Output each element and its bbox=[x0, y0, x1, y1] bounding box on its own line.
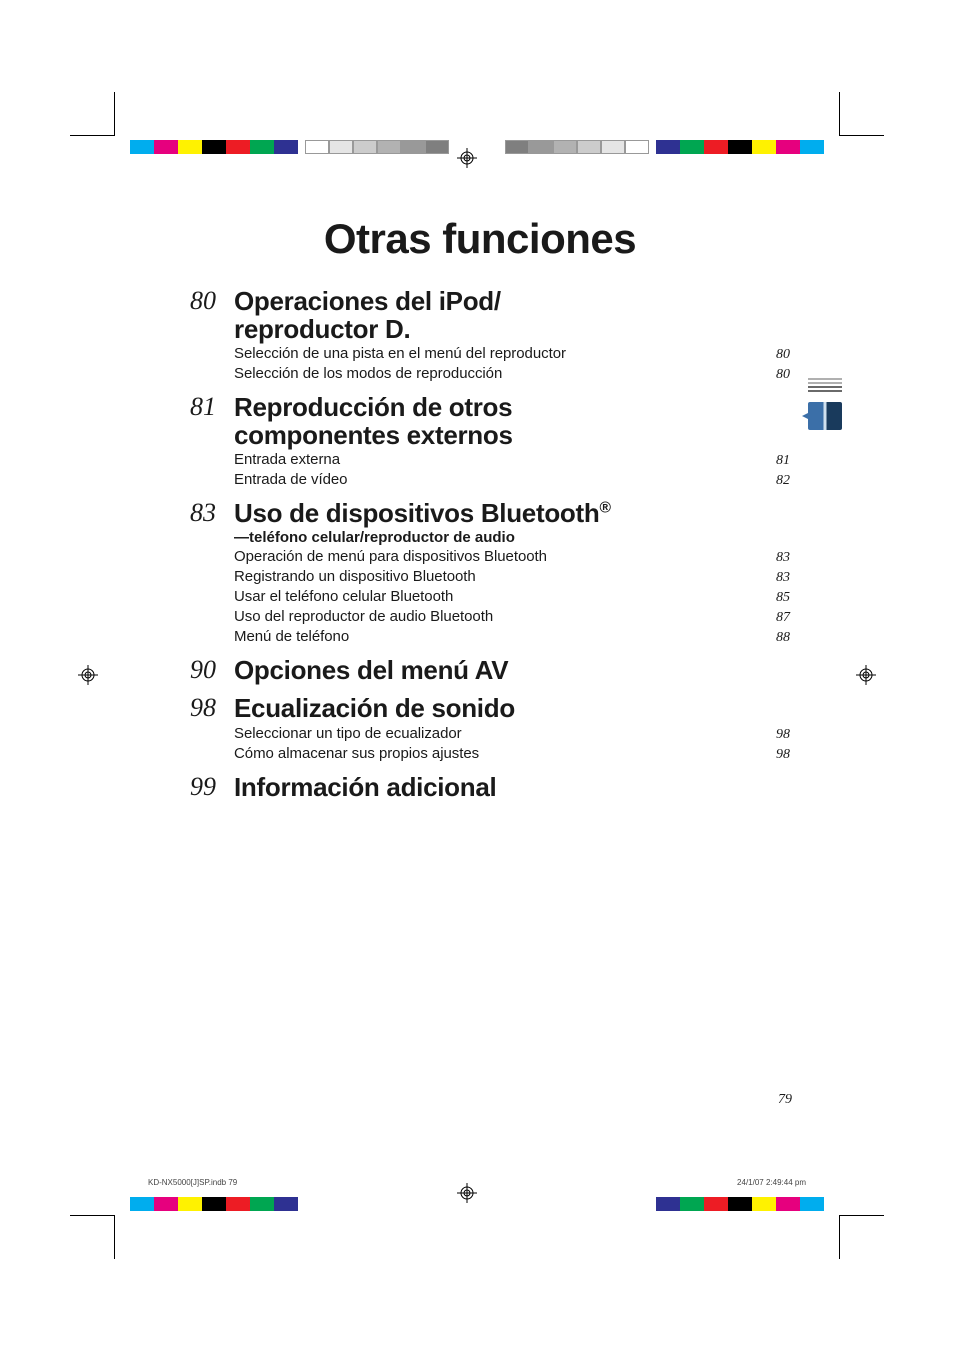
toc-entry-label: Selección de una pista en el menú del re… bbox=[234, 345, 566, 362]
color-bar bbox=[130, 140, 298, 154]
registration-mark-icon bbox=[78, 665, 98, 685]
crop-mark bbox=[839, 92, 840, 136]
toc-entry-page: 80 bbox=[764, 367, 790, 383]
toc-entry-label: Cómo almacenar sus propios ajustes bbox=[234, 745, 479, 762]
toc-entry-label: Registrando un dispositivo Bluetooth bbox=[234, 568, 476, 585]
gray-bar bbox=[505, 140, 649, 154]
section-page-number: 99 bbox=[170, 773, 234, 801]
color-bar bbox=[656, 1197, 824, 1211]
toc-entry: Cómo almacenar sus propios ajustes 98 bbox=[234, 745, 790, 763]
section-page-number: 81 bbox=[170, 393, 234, 489]
crop-mark bbox=[840, 135, 884, 136]
section-title: Uso de dispositivos Bluetooth® bbox=[234, 499, 790, 527]
section-body: Uso de dispositivos Bluetooth® —teléfono … bbox=[234, 499, 790, 646]
page-number: 79 bbox=[778, 1092, 792, 1108]
toc-entry: Uso del reproductor de audio Bluetooth 87 bbox=[234, 608, 790, 626]
section-body: Información adicional bbox=[234, 773, 790, 801]
toc-entry: Entrada externa 81 bbox=[234, 451, 790, 469]
page-title: Otras funciones bbox=[170, 215, 790, 263]
toc-entry-label: Selección de los modos de reproducción bbox=[234, 365, 502, 382]
imprint-right: 24/1/07 2:49:44 pm bbox=[737, 1178, 806, 1187]
toc-section: 90Opciones del menú AV bbox=[170, 656, 790, 684]
toc-entry-page: 83 bbox=[764, 550, 790, 566]
toc-entry-label: Entrada externa bbox=[234, 451, 340, 468]
toc-entry-page: 87 bbox=[764, 610, 790, 626]
section-title: Opciones del menú AV bbox=[234, 656, 790, 684]
crop-mark bbox=[114, 92, 115, 136]
toc-entry: Menú de teléfono 88 bbox=[234, 628, 790, 646]
section-page-number: 83 bbox=[170, 499, 234, 646]
toc-entry-label: Menú de teléfono bbox=[234, 628, 349, 645]
side-tab bbox=[808, 378, 842, 430]
gray-bar bbox=[305, 140, 449, 154]
registration-mark-icon bbox=[457, 148, 477, 168]
toc-entry-label: Uso del reproductor de audio Bluetooth bbox=[234, 608, 493, 625]
toc-section: 98Ecualización de sonidoSeleccionar un t… bbox=[170, 694, 790, 762]
crop-mark bbox=[840, 1215, 884, 1216]
section-body: Operaciones del iPod/reproductor D. Selec… bbox=[234, 287, 790, 383]
toc-entry-label: Entrada de vídeo bbox=[234, 471, 347, 488]
toc-entry-label: Seleccionar un tipo de ecualizador bbox=[234, 725, 462, 742]
toc-entry: Selección de una pista en el menú del re… bbox=[234, 345, 790, 363]
toc-section: 80Operaciones del iPod/reproductor D.Sel… bbox=[170, 287, 790, 383]
toc-entry-page: 88 bbox=[764, 630, 790, 646]
section-page-number: 80 bbox=[170, 287, 234, 383]
toc-entry: Selección de los modos de reproducción 80 bbox=[234, 365, 790, 383]
crop-mark bbox=[70, 1215, 114, 1216]
toc-entry: Entrada de vídeo 82 bbox=[234, 471, 790, 489]
toc-entry: Usar el teléfono celular Bluetooth 85 bbox=[234, 588, 790, 606]
color-bar bbox=[656, 140, 824, 154]
section-body: Reproducción de otroscomponentes externo… bbox=[234, 393, 790, 489]
toc-entry-page: 82 bbox=[764, 473, 790, 489]
toc-entry-page: 83 bbox=[764, 570, 790, 586]
imprint-line: KD-NX5000[J]SP.indb 79 24/1/07 2:49:44 p… bbox=[148, 1178, 806, 1187]
color-bar bbox=[130, 1197, 298, 1211]
toc-entry: Registrando un dispositivo Bluetooth 83 bbox=[234, 568, 790, 586]
toc-section: 99Información adicional bbox=[170, 773, 790, 801]
toc-entry-page: 81 bbox=[764, 453, 790, 469]
toc-entry-page: 85 bbox=[764, 590, 790, 606]
toc-entry-page: 80 bbox=[764, 347, 790, 363]
toc-entry: Operación de menú para dispositivos Blue… bbox=[234, 548, 790, 566]
section-title: Operaciones del iPod/reproductor D. bbox=[234, 287, 790, 343]
section-page-number: 98 bbox=[170, 694, 234, 762]
imprint-left: KD-NX5000[J]SP.indb 79 bbox=[148, 1178, 237, 1187]
toc-entry-page: 98 bbox=[764, 727, 790, 743]
toc-entry-label: Usar el teléfono celular Bluetooth bbox=[234, 588, 453, 605]
toc-entry: Seleccionar un tipo de ecualizador 98 bbox=[234, 725, 790, 743]
section-title: Ecualización de sonido bbox=[234, 694, 790, 722]
section-body: Opciones del menú AV bbox=[234, 656, 790, 684]
toc-section: 81Reproducción de otroscomponentes exter… bbox=[170, 393, 790, 489]
section-page-number: 90 bbox=[170, 656, 234, 684]
crop-mark bbox=[70, 135, 114, 136]
toc-section: 83Uso de dispositivos Bluetooth®—teléfon… bbox=[170, 499, 790, 646]
crop-mark bbox=[839, 1215, 840, 1259]
toc-entry-label: Operación de menú para dispositivos Blue… bbox=[234, 548, 547, 565]
page-content: Otras funciones 80Operaciones del iPod/r… bbox=[170, 215, 790, 811]
toc-entry-page: 98 bbox=[764, 747, 790, 763]
section-title: Información adicional bbox=[234, 773, 790, 801]
crop-mark bbox=[114, 1215, 115, 1259]
section-title: Reproducción de otroscomponentes externo… bbox=[234, 393, 790, 449]
section-subtitle: —teléfono celular/reproductor de audio bbox=[234, 529, 790, 546]
plug-icon bbox=[808, 402, 842, 430]
section-body: Ecualización de sonido Seleccionar un tip… bbox=[234, 694, 790, 762]
registration-mark-icon bbox=[856, 665, 876, 685]
